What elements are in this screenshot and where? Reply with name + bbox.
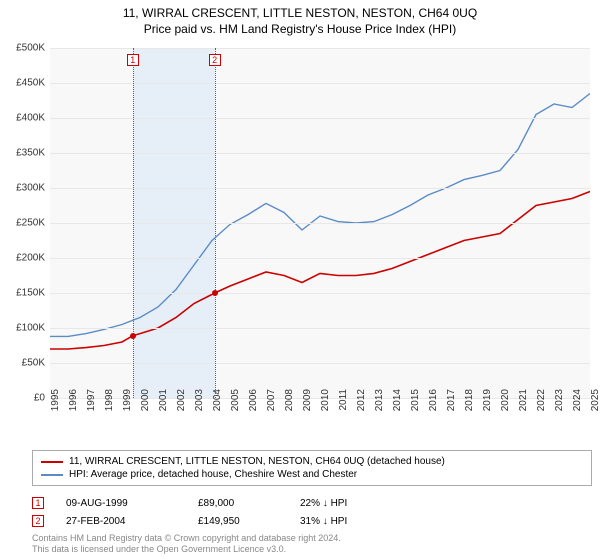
marker-vline <box>133 48 134 398</box>
ytick-label: £500K <box>5 43 45 54</box>
marker-delta: 31% ↓ HPI <box>300 516 347 527</box>
xtick-label: 2017 <box>446 389 457 419</box>
ytick-label: £350K <box>5 148 45 159</box>
marker-num-box: 2 <box>32 515 44 527</box>
ytick-label: £150K <box>5 288 45 299</box>
xtick-label: 2011 <box>338 389 349 419</box>
marker-rows: 1 09-AUG-1999 £89,000 22% ↓ HPI 2 27-FEB-2004… <box>32 494 592 530</box>
xtick-label: 2012 <box>356 389 367 419</box>
legend-item: 11, WIRRAL CRESCENT, LITTLE NESTON, NEST… <box>41 455 583 468</box>
xtick-label: 2014 <box>392 389 403 419</box>
xtick-label: 2000 <box>140 389 151 419</box>
ytick-label: £250K <box>5 218 45 229</box>
xtick-label: 2025 <box>590 389 600 419</box>
ytick-label: £200K <box>5 253 45 264</box>
xtick-label: 2020 <box>500 389 511 419</box>
footer-line-1: Contains HM Land Registry data © Crown c… <box>32 533 341 545</box>
legend-box: 11, WIRRAL CRESCENT, LITTLE NESTON, NEST… <box>32 450 592 486</box>
chart-title: 11, WIRRAL CRESCENT, LITTLE NESTON, NEST… <box>0 0 600 20</box>
xtick-label: 1996 <box>68 389 79 419</box>
legend-item: HPI: Average price, detached house, Ches… <box>41 468 583 481</box>
plot-region: £0£50K£100K£150K£200K£250K£300K£350K£400… <box>50 48 590 398</box>
chart-subtitle: Price paid vs. HM Land Registry's House … <box>0 20 600 36</box>
footer-line-2: This data is licensed under the Open Gov… <box>32 544 341 556</box>
ytick-label: £300K <box>5 183 45 194</box>
chart-area: £0£50K£100K£150K£200K£250K£300K£350K£400… <box>50 48 590 418</box>
xtick-label: 2022 <box>536 389 547 419</box>
marker-vline <box>215 48 216 398</box>
series-point <box>212 290 218 296</box>
marker-date: 09-AUG-1999 <box>66 498 176 509</box>
ytick-label: £450K <box>5 78 45 89</box>
xtick-label: 2016 <box>428 389 439 419</box>
legend-swatch <box>41 474 63 476</box>
legend-swatch <box>41 461 63 463</box>
gridline-h <box>50 83 590 84</box>
xtick-label: 2021 <box>518 389 529 419</box>
marker-row: 2 27-FEB-2004 £149,950 31% ↓ HPI <box>32 512 592 530</box>
xtick-label: 2018 <box>464 389 475 419</box>
xtick-label: 1998 <box>104 389 115 419</box>
ytick-label: £100K <box>5 323 45 334</box>
marker-price: £149,950 <box>198 516 278 527</box>
ytick-label: £0 <box>5 393 45 404</box>
gridline-h <box>50 118 590 119</box>
xtick-label: 2005 <box>230 389 241 419</box>
xtick-label: 2019 <box>482 389 493 419</box>
legend-label: HPI: Average price, detached house, Ches… <box>69 469 357 480</box>
xtick-label: 2002 <box>176 389 187 419</box>
legend-label: 11, WIRRAL CRESCENT, LITTLE NESTON, NEST… <box>69 456 445 467</box>
marker-delta: 22% ↓ HPI <box>300 498 347 509</box>
plot-marker-box: 2 <box>209 54 221 66</box>
xtick-label: 2007 <box>266 389 277 419</box>
gridline-h <box>50 188 590 189</box>
xtick-label: 1999 <box>122 389 133 419</box>
xtick-label: 2004 <box>212 389 223 419</box>
gridline-h <box>50 258 590 259</box>
series-property <box>50 192 590 350</box>
marker-num-box: 1 <box>32 497 44 509</box>
gridline-h <box>50 293 590 294</box>
ytick-label: £400K <box>5 113 45 124</box>
xtick-label: 2015 <box>410 389 421 419</box>
chart-container: 11, WIRRAL CRESCENT, LITTLE NESTON, NEST… <box>0 0 600 560</box>
series-hpi <box>50 94 590 337</box>
xtick-label: 2024 <box>572 389 583 419</box>
xtick-label: 2006 <box>248 389 259 419</box>
legend-area: 11, WIRRAL CRESCENT, LITTLE NESTON, NEST… <box>32 450 592 530</box>
xtick-label: 2003 <box>194 389 205 419</box>
gridline-h <box>50 48 590 49</box>
ytick-label: £50K <box>5 358 45 369</box>
marker-row: 1 09-AUG-1999 £89,000 22% ↓ HPI <box>32 494 592 512</box>
xtick-label: 2023 <box>554 389 565 419</box>
xtick-label: 2013 <box>374 389 385 419</box>
plot-marker-box: 1 <box>127 54 139 66</box>
marker-date: 27-FEB-2004 <box>66 516 176 527</box>
series-point <box>130 333 136 339</box>
xtick-label: 1995 <box>50 389 61 419</box>
gridline-h <box>50 223 590 224</box>
marker-price: £89,000 <box>198 498 278 509</box>
gridline-h <box>50 328 590 329</box>
xtick-label: 2001 <box>158 389 169 419</box>
footer: Contains HM Land Registry data © Crown c… <box>32 533 341 556</box>
xtick-label: 1997 <box>86 389 97 419</box>
gridline-h <box>50 363 590 364</box>
xtick-label: 2010 <box>320 389 331 419</box>
xtick-label: 2008 <box>284 389 295 419</box>
xtick-label: 2009 <box>302 389 313 419</box>
gridline-h <box>50 153 590 154</box>
